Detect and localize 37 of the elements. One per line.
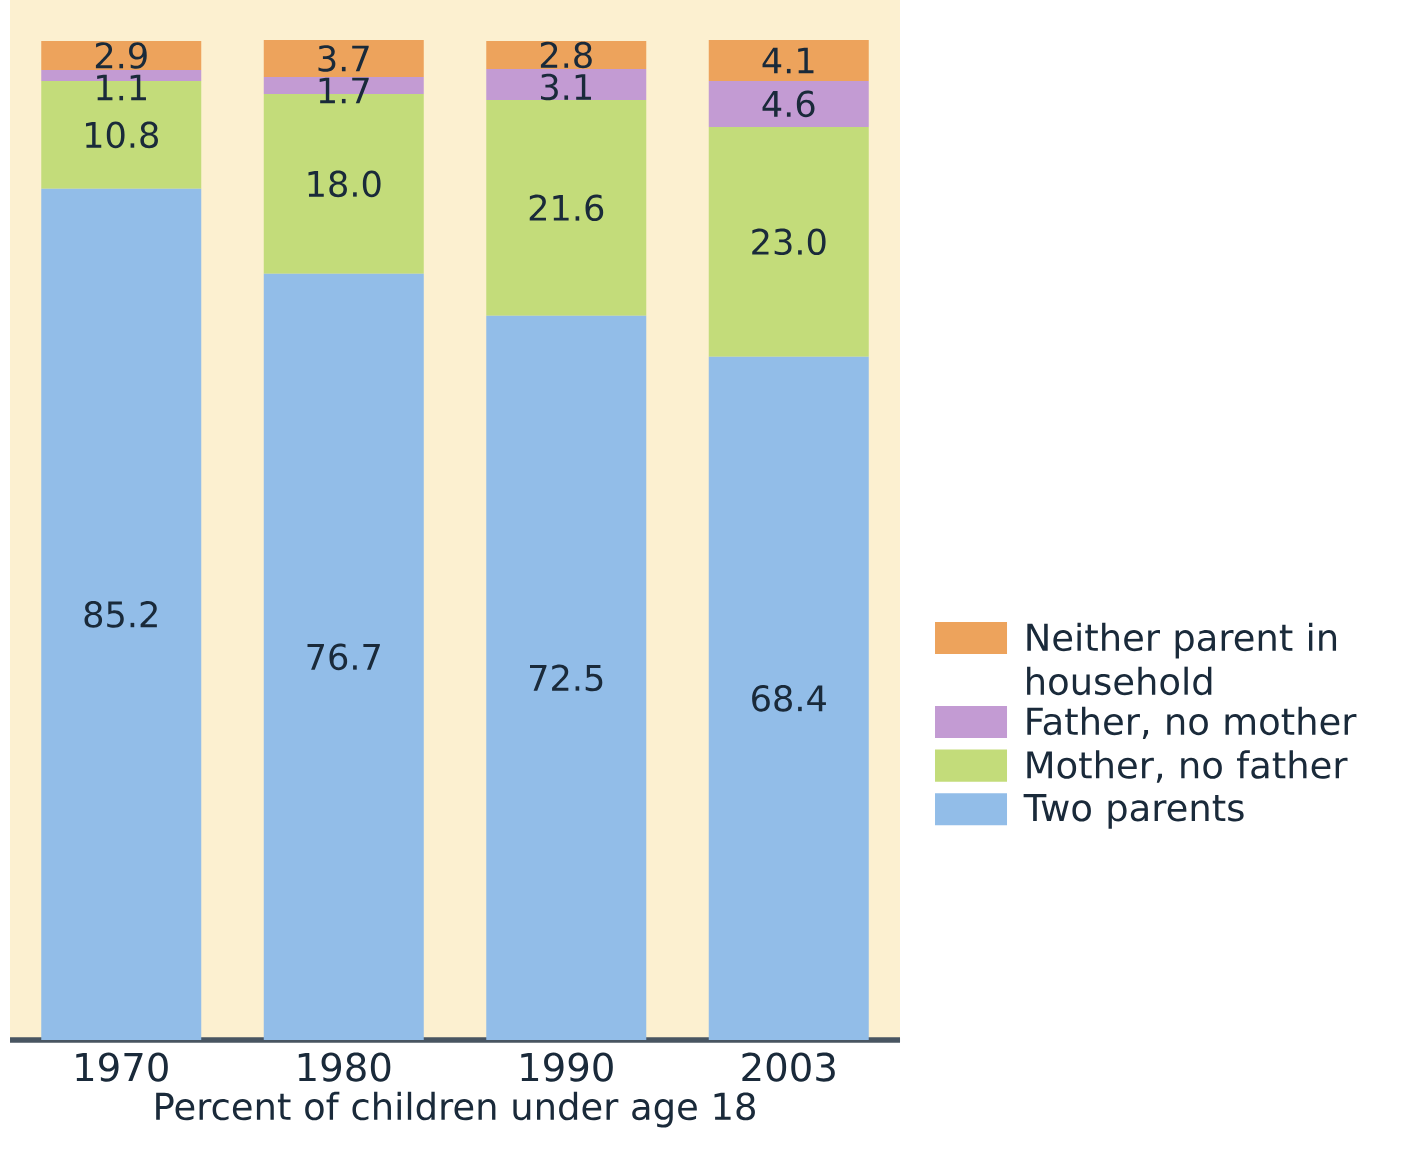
bar xyxy=(263,273,424,1040)
data-label: 76.7 xyxy=(307,643,380,671)
bar xyxy=(708,39,869,81)
data-label: 23.0 xyxy=(752,228,826,256)
bar xyxy=(263,39,424,77)
x-tick-label: 2003 xyxy=(742,1052,835,1082)
data-label: 4.1 xyxy=(762,47,814,74)
data-label: 2.9 xyxy=(95,42,147,69)
bar xyxy=(708,356,869,1040)
data-label: 21.6 xyxy=(529,194,604,222)
x-tick-label: 1990 xyxy=(521,1052,613,1082)
data-label: 72.5 xyxy=(530,664,603,692)
x-tick-label: 1970 xyxy=(76,1052,168,1082)
x-tick-label: 1980 xyxy=(298,1052,391,1082)
bar xyxy=(41,188,202,1040)
legend-label: Neither parent in household xyxy=(1027,622,1337,696)
bar xyxy=(41,41,202,70)
bar xyxy=(486,41,647,69)
data-label: 3.1 xyxy=(541,73,591,101)
data-label: 1.1 xyxy=(97,74,146,101)
bar xyxy=(708,80,869,127)
bar xyxy=(486,315,647,1040)
x-axis-title: Percent of children under age 18 xyxy=(156,1091,755,1128)
data-label: 4.6 xyxy=(762,90,815,118)
bar xyxy=(486,99,647,316)
data-label: 10.8 xyxy=(85,121,158,149)
bar xyxy=(708,126,869,357)
bar xyxy=(486,68,647,100)
data-label: 2.8 xyxy=(540,41,592,69)
data-label: 3.7 xyxy=(318,45,369,72)
data-label: 18.0 xyxy=(308,170,381,198)
legend-label: Father, no mother xyxy=(1027,706,1357,739)
data-label: 85.2 xyxy=(84,601,157,628)
legend-label: Mother, no father xyxy=(1027,750,1348,783)
legend-label: Two parents xyxy=(1023,794,1244,829)
data-label: 68.4 xyxy=(752,685,826,712)
data-label: 1.7 xyxy=(319,77,369,104)
